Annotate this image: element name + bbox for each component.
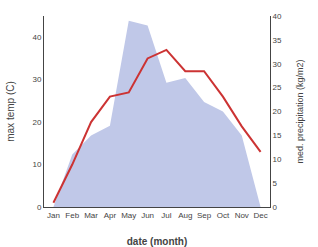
svg-text:Apr: Apr xyxy=(104,211,117,220)
svg-text:20: 20 xyxy=(32,118,41,127)
svg-text:5: 5 xyxy=(273,179,278,188)
svg-text:40: 40 xyxy=(273,12,282,21)
svg-text:med. precipitation (kg/m2): med. precipitation (kg/m2) xyxy=(295,59,305,163)
svg-text:30: 30 xyxy=(273,60,282,69)
svg-text:max temp (C): max temp (C) xyxy=(5,81,16,142)
svg-text:30: 30 xyxy=(32,75,41,84)
svg-text:date (month): date (month) xyxy=(127,236,188,247)
svg-text:Jul: Jul xyxy=(161,211,171,220)
svg-text:15: 15 xyxy=(273,131,282,140)
svg-text:35: 35 xyxy=(273,36,282,45)
svg-text:Mar: Mar xyxy=(84,211,98,220)
svg-text:10: 10 xyxy=(273,155,282,164)
svg-text:May: May xyxy=(121,211,136,220)
svg-text:Oct: Oct xyxy=(217,211,230,220)
svg-text:Sep: Sep xyxy=(197,211,212,220)
svg-text:0: 0 xyxy=(37,203,42,212)
svg-text:20: 20 xyxy=(273,107,282,116)
svg-text:10: 10 xyxy=(32,160,41,169)
svg-text:40: 40 xyxy=(32,33,41,42)
svg-text:Jan: Jan xyxy=(47,211,60,220)
svg-text:0: 0 xyxy=(273,203,278,212)
svg-text:Feb: Feb xyxy=(65,211,79,220)
svg-text:Dec: Dec xyxy=(253,211,267,220)
svg-text:Nov: Nov xyxy=(235,211,249,220)
svg-text:Jun: Jun xyxy=(141,211,154,220)
svg-text:Aug: Aug xyxy=(178,211,192,220)
svg-text:25: 25 xyxy=(273,83,282,92)
